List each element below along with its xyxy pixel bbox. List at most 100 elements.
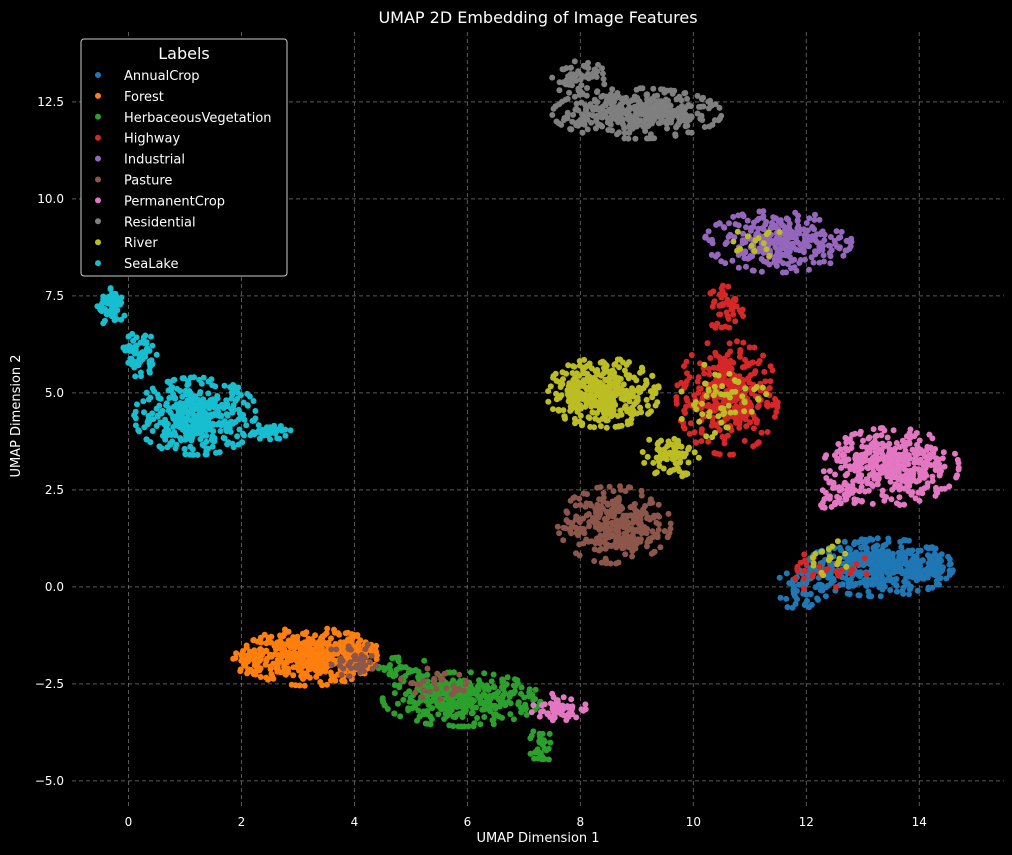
data-point (328, 655, 335, 662)
x-tick-label: 10 (686, 815, 701, 829)
data-point (646, 436, 653, 443)
data-point (933, 578, 940, 584)
data-point (597, 484, 604, 491)
data-point (847, 466, 854, 473)
data-point (720, 405, 727, 412)
data-point (568, 126, 575, 133)
data-point (237, 668, 244, 675)
data-point (290, 672, 297, 679)
data-point (825, 242, 832, 249)
data-point (860, 562, 867, 569)
data-point (839, 581, 846, 588)
data-point (687, 420, 694, 427)
data-point (135, 427, 142, 434)
data-point (786, 248, 793, 255)
data-point (735, 222, 742, 229)
data-point (809, 235, 816, 242)
data-point (599, 65, 605, 72)
data-point (717, 358, 724, 365)
data-point (851, 500, 858, 507)
data-point (651, 548, 658, 555)
data-point (579, 129, 586, 136)
data-point (232, 419, 239, 425)
data-point (301, 652, 308, 659)
data-point (530, 702, 537, 709)
data-point (587, 101, 594, 108)
data-point (763, 246, 770, 253)
data-point (887, 587, 894, 594)
data-point (893, 440, 900, 446)
data-point (885, 468, 892, 475)
x-axis-label: UMAP Dimension 1 (476, 831, 599, 846)
data-point (741, 437, 748, 444)
data-point (419, 694, 425, 701)
data-point (100, 320, 107, 327)
data-point (293, 664, 300, 671)
data-point (675, 440, 682, 447)
data-point (770, 214, 777, 221)
data-point (200, 374, 207, 381)
data-point (267, 427, 274, 434)
data-point (288, 681, 295, 688)
data-point (714, 320, 721, 327)
data-point (421, 687, 427, 694)
data-point (937, 567, 944, 573)
data-point (851, 541, 858, 548)
data-point (705, 387, 712, 394)
data-point (857, 464, 863, 471)
data-point (338, 671, 345, 678)
data-point (706, 366, 712, 372)
data-point (741, 408, 748, 415)
data-point (870, 426, 877, 433)
data-point (395, 658, 402, 665)
legend-entry-label: SeaLake (124, 257, 179, 272)
data-point (167, 409, 174, 416)
data-point (933, 484, 939, 491)
data-point (761, 368, 768, 375)
data-point (855, 472, 862, 479)
data-point (943, 575, 950, 582)
data-point (748, 408, 755, 415)
data-point (493, 711, 500, 718)
data-point (713, 450, 720, 457)
data-point (253, 654, 260, 661)
data-point (891, 558, 898, 565)
data-point (855, 571, 862, 578)
data-point (692, 399, 699, 406)
data-point (433, 685, 440, 692)
data-point (591, 546, 598, 553)
data-point (833, 228, 840, 235)
legend-entry-label: Highway (124, 132, 180, 147)
data-point (824, 572, 831, 579)
data-point (846, 590, 853, 597)
data-point (784, 216, 791, 222)
data-point (608, 413, 615, 420)
data-point (216, 449, 223, 456)
data-point (191, 420, 198, 427)
data-point (234, 433, 241, 440)
data-point (477, 694, 484, 701)
data-point (405, 707, 412, 714)
data-point (860, 437, 866, 444)
data-point (834, 449, 841, 455)
data-point (658, 98, 665, 105)
data-point (489, 717, 496, 724)
data-point (723, 365, 730, 372)
data-point (354, 656, 361, 663)
data-point (845, 583, 852, 590)
data-point (565, 362, 572, 369)
data-point (743, 224, 749, 231)
data-point (929, 473, 936, 480)
data-point (412, 689, 419, 696)
data-point (896, 554, 903, 561)
data-point (822, 593, 829, 600)
data-point (149, 342, 156, 349)
data-point (467, 669, 474, 676)
data-point (532, 696, 539, 702)
data-point (640, 385, 647, 392)
data-point (328, 635, 334, 642)
data-point (728, 306, 735, 313)
data-point (574, 382, 581, 389)
legend-entry-label: PermanentCrop (124, 194, 225, 209)
data-point (730, 451, 737, 458)
